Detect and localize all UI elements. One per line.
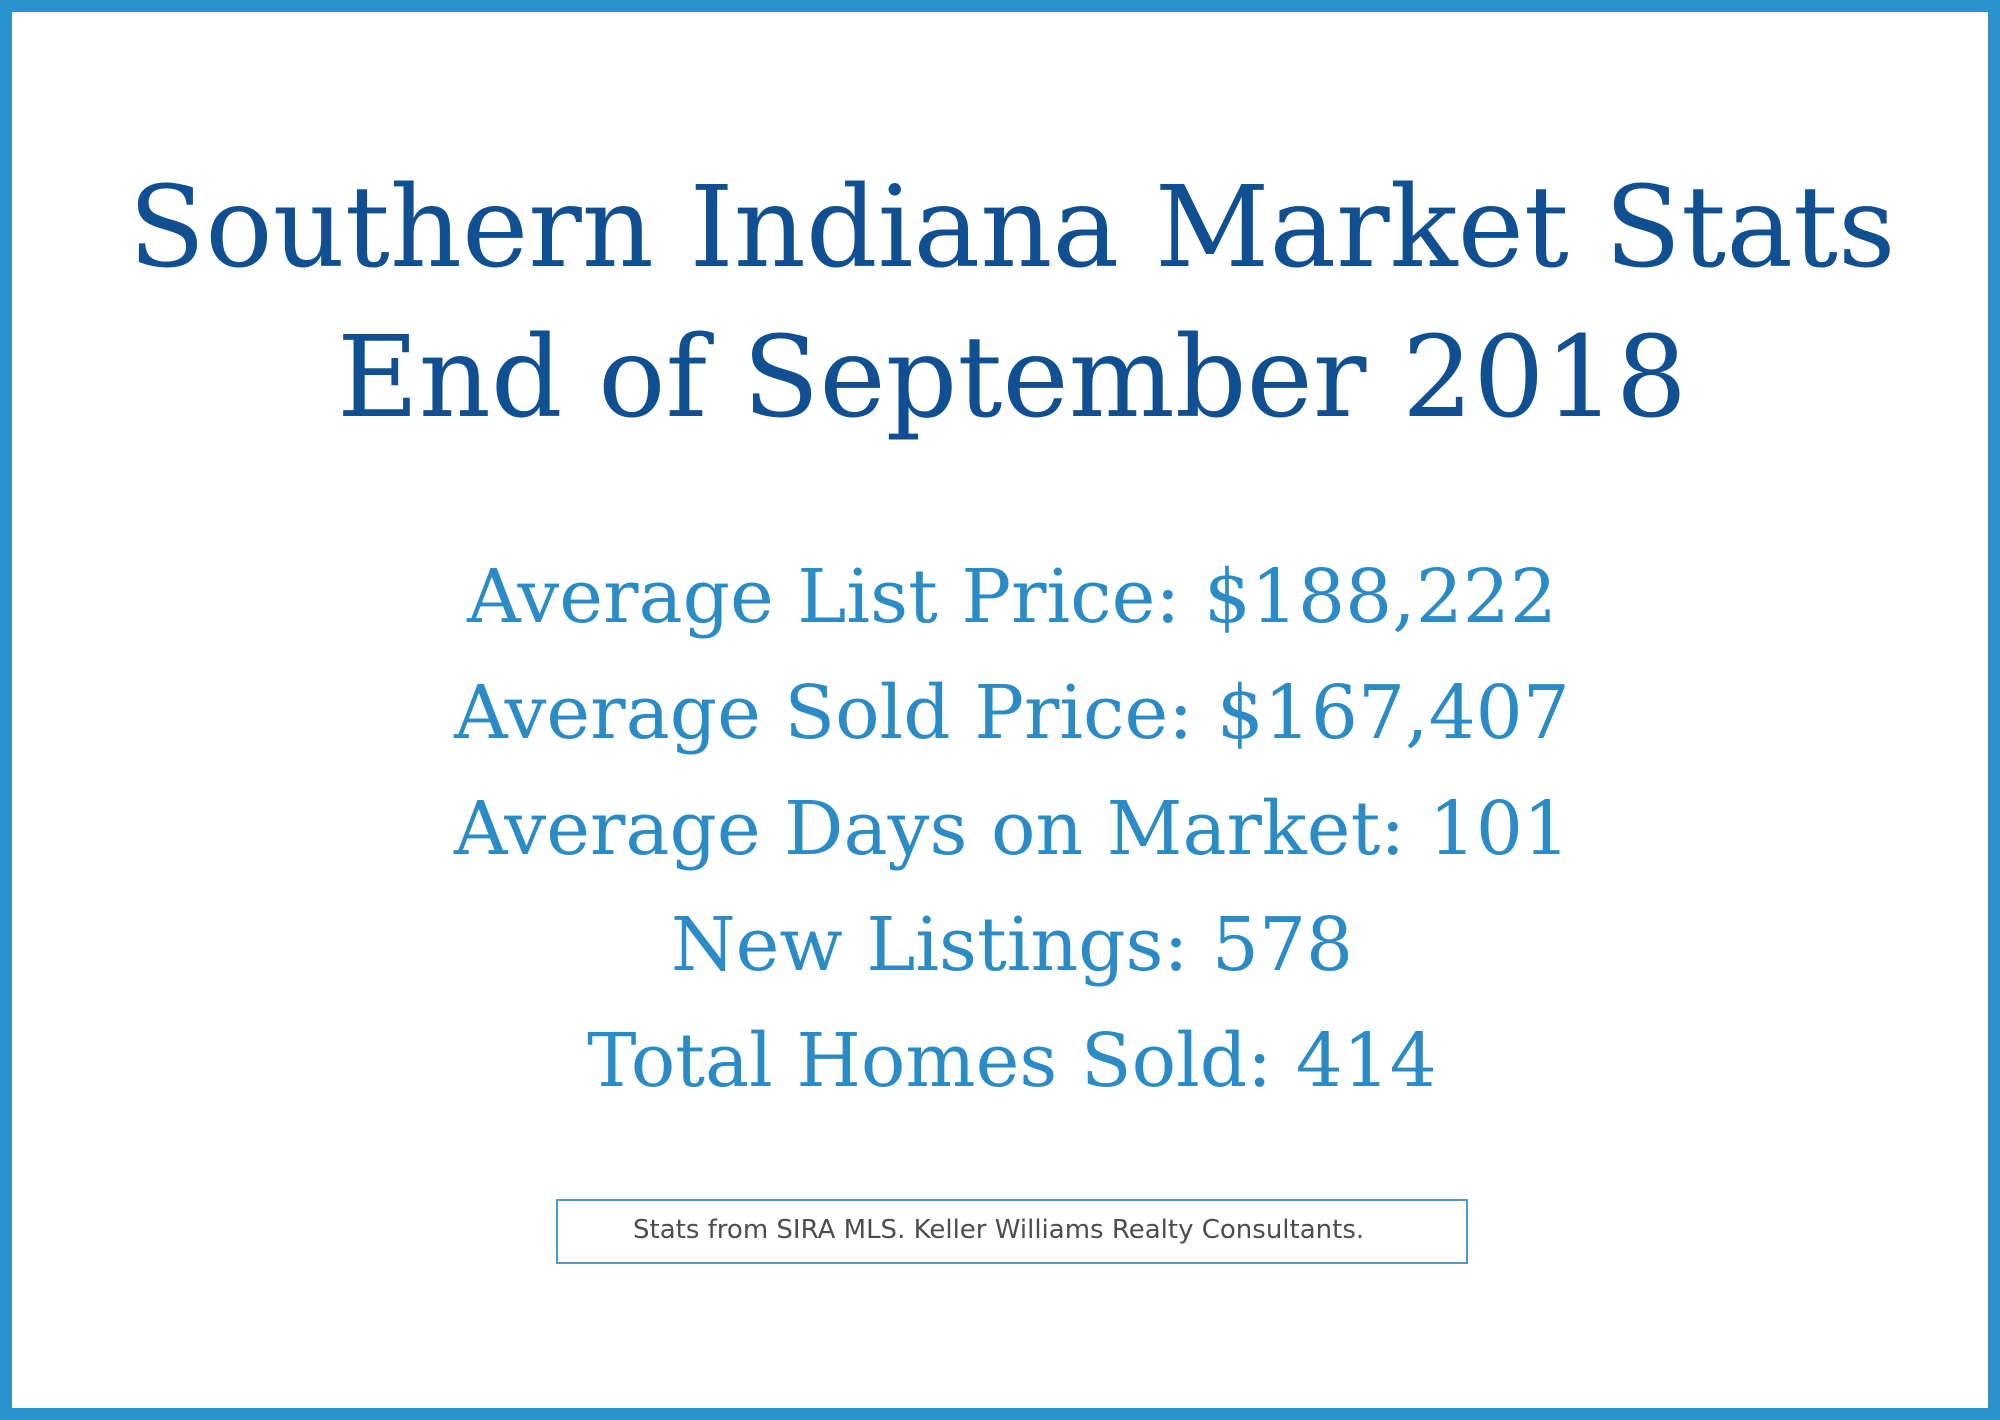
source-box: Stats from SIRA MLS. Keller Williams Rea… [556, 1199, 1468, 1264]
stat-new-listings: New Listings: 578 [670, 902, 1354, 988]
stat-average-days-on-market: Average Days on Market: 101 [453, 786, 1571, 872]
page-title-line-1: Southern Indiana Market Stats [128, 163, 1896, 293]
stat-total-homes-sold: Total Homes Sold: 414 [587, 1018, 1437, 1104]
source-text: Stats from SIRA MLS. Keller Williams Rea… [633, 1215, 1365, 1245]
stat-average-sold-price: Average Sold Price: $167,407 [454, 670, 1570, 756]
page-title-line-2: End of September 2018 [336, 313, 1687, 443]
stat-average-list-price: Average List Price: $188,222 [467, 554, 1557, 640]
